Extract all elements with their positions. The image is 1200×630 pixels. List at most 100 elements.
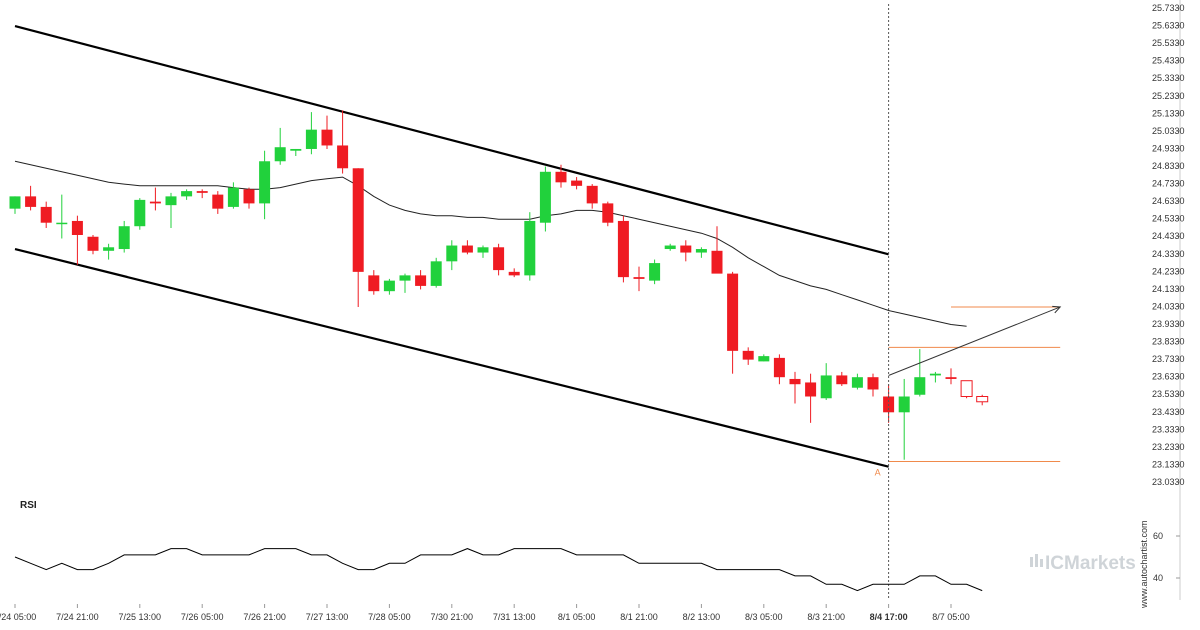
bearish-candle-body [71, 220, 83, 235]
bullish-candle-body [758, 356, 770, 362]
candle [118, 220, 130, 253]
y-tick-label: 24.5330 [1152, 214, 1185, 224]
bullish-candle-body [399, 275, 411, 281]
annotations: A [875, 4, 1062, 600]
candle [71, 215, 83, 265]
rsi-tick-label: 40 [1153, 573, 1163, 583]
candle [664, 243, 676, 251]
candle [383, 278, 395, 295]
candle [243, 187, 255, 209]
x-tick-label: 8/1 05:00 [558, 612, 596, 622]
forecast-arrow-line [888, 306, 1061, 376]
y-tick-label: 23.8330 [1152, 337, 1185, 347]
x-tick-label: 7/26 05:00 [181, 612, 224, 622]
bullish-candle-body [134, 199, 146, 227]
bearish-candle-body [960, 380, 973, 398]
candle [742, 347, 754, 365]
y-tick-label: 23.3330 [1152, 424, 1185, 434]
bearish-candle-body [508, 271, 520, 276]
bearish-candle-body [602, 203, 614, 223]
candle [820, 363, 832, 401]
candle [914, 349, 926, 397]
bearish-candle-body [633, 277, 645, 279]
y-tick-label: 23.5330 [1152, 389, 1185, 399]
candle [805, 373, 817, 423]
bullish-candle-body [227, 187, 239, 207]
candle [851, 373, 863, 390]
candle [960, 380, 973, 399]
candle [181, 189, 193, 200]
y-tick-label: 24.2330 [1152, 266, 1185, 276]
bearish-candle-body [461, 245, 473, 253]
bearish-candle-body [727, 273, 739, 351]
target-levels [888, 306, 1061, 462]
candle [836, 371, 848, 386]
bearish-candle-body [87, 236, 99, 251]
candle [555, 164, 567, 188]
x-tick-label: 7/26 21:00 [243, 612, 286, 622]
x-tick-label: 7/25 13:00 [119, 612, 162, 622]
y-tick-label: 23.9330 [1152, 319, 1185, 329]
bullish-candle-body [649, 263, 661, 281]
y-tick-label: 25.1330 [1152, 108, 1185, 118]
bearish-candle-body [945, 377, 957, 379]
bullish-candle-body [274, 147, 286, 162]
candle [602, 201, 614, 227]
candle [430, 257, 442, 288]
bullish-candle-body [539, 171, 551, 223]
bearish-candle-body [337, 145, 349, 169]
channel-lines [14, 25, 889, 468]
y-tick-label: 23.1330 [1152, 459, 1185, 469]
moving-average-line [14, 160, 967, 327]
candle [649, 259, 661, 285]
y-tick-label: 24.8330 [1152, 161, 1185, 171]
candle [321, 115, 333, 149]
y-tick-label: 25.7330 [1152, 3, 1185, 13]
candle [446, 240, 458, 271]
x-tick-label: 7/27 13:00 [306, 612, 349, 622]
y-tick-label: 25.6330 [1152, 21, 1185, 31]
candle [867, 373, 879, 397]
candle [711, 226, 723, 274]
y-tick-label: 24.3330 [1152, 249, 1185, 259]
bullish-candle-body [103, 247, 115, 251]
y-tick-label: 24.6330 [1152, 196, 1185, 206]
x-tick-label: 8/2 13:00 [683, 612, 721, 622]
candle [40, 201, 52, 228]
bearish-candle-body [789, 378, 801, 385]
candle [399, 273, 411, 293]
candle [337, 110, 349, 174]
bullish-candle-body [914, 377, 926, 395]
y-tick-label: 25.5330 [1152, 38, 1185, 48]
x-tick-label: 7/24 21:00 [56, 612, 99, 622]
y-tick-label: 23.2330 [1152, 442, 1185, 452]
candle [305, 112, 317, 155]
candle [290, 148, 302, 156]
y-tick-label: 23.7330 [1152, 354, 1185, 364]
bullish-candle-body [820, 375, 832, 399]
bearish-candle-body [617, 220, 629, 278]
candle [9, 196, 21, 214]
candle [633, 266, 645, 292]
candle [929, 371, 941, 383]
bullish-candle-body [305, 129, 317, 149]
bearish-candle-body [368, 275, 380, 292]
bullish-candle-body [851, 377, 863, 388]
candle [945, 368, 957, 385]
bullish-candle-body [477, 247, 489, 253]
candle [149, 187, 161, 211]
candle [212, 191, 224, 214]
bearish-candle-body [711, 250, 723, 274]
bullish-candle-body [929, 373, 941, 376]
y-tick-label: 24.9330 [1152, 143, 1185, 153]
candle [461, 240, 473, 255]
bearish-candle-body [867, 377, 879, 390]
candle [165, 192, 177, 228]
price-axis: 25.7330 25.6330 25.5330 25.4330 25.3330 25.23… [1152, 0, 1185, 600]
bearish-candle-body [586, 185, 598, 204]
pattern-marker-label: A [875, 467, 881, 477]
candle [680, 240, 692, 262]
candle [617, 215, 629, 283]
candle [103, 243, 115, 260]
bullish-candle-body [430, 261, 442, 286]
